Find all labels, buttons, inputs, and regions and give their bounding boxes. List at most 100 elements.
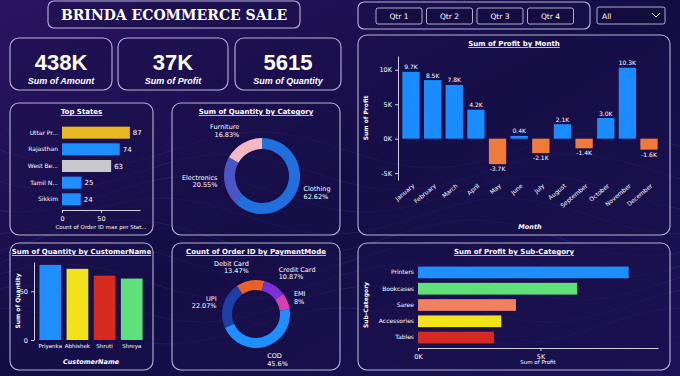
data-label: 10.3K (619, 59, 637, 66)
tick-label: September (559, 182, 590, 210)
slice-value: 16.83% (215, 131, 240, 139)
tick: 50 (97, 210, 105, 223)
dashboard-title: BRINDA ECOMMERCE SALE (61, 7, 287, 23)
category-axis: JanuaryFebruaryMarchAprilMayJuneJulyAugu… (393, 182, 654, 210)
tick-mark (31, 291, 34, 292)
tick-mark (395, 139, 398, 140)
tick-label: 10K (379, 66, 392, 74)
tick-label: Rajasthan (28, 145, 58, 153)
tick-label: December (625, 182, 654, 208)
tick: Sikkim (38, 195, 58, 202)
quarter-button[interactable] (376, 8, 422, 24)
tick-label: 0K (414, 353, 423, 361)
kpi-card (118, 38, 228, 90)
kpi-label: Sum of Amount (28, 76, 96, 86)
bar (467, 110, 484, 139)
tick-label: April (466, 182, 482, 197)
tick: April (466, 182, 482, 197)
slice-value: 62.62% (304, 193, 329, 201)
tick: 0K (384, 135, 398, 143)
tick-label: Bookcases (382, 285, 414, 292)
chart-panel (10, 103, 153, 235)
data-label: -3.7K (490, 165, 507, 172)
tick: 0 (60, 210, 64, 223)
tick-label: Printers (391, 268, 414, 275)
tick-label: 5K (384, 101, 393, 109)
data-label: -1.4K (576, 149, 593, 156)
data-label: 9.7K (404, 63, 419, 70)
tick-mark (101, 210, 102, 213)
tick: Tamil N... (29, 179, 58, 186)
category-axis: PrintersBookcasesSareeAccessoriesTables (379, 268, 414, 340)
tick: 0K (414, 348, 423, 361)
bar (575, 139, 592, 149)
bar (62, 193, 81, 205)
slice-value: 20.55% (193, 181, 218, 189)
dropdown-chevron[interactable] (652, 13, 660, 17)
dashboard: BRINDA ECOMMERCE SALEQtr 1Qtr 2Qtr 3Qtr … (0, 0, 680, 376)
value-axis: 0 50 (60, 210, 140, 223)
quarter-button[interactable] (427, 8, 473, 24)
tick: Saree (397, 301, 415, 308)
data-label: -2.1K (533, 154, 550, 161)
tick: July (532, 182, 547, 196)
bar (511, 136, 528, 139)
bar (62, 177, 82, 189)
tick: Accessories (379, 317, 414, 324)
quarter-button[interactable] (477, 8, 523, 24)
value-axis: -5K0K5K10K (379, 57, 398, 181)
tick: 5K (384, 101, 398, 109)
data-label: 8.5K (426, 72, 441, 79)
tick: September (559, 182, 590, 210)
chart-title: Sum of Quantity by Category (199, 108, 314, 116)
chart-panel (358, 35, 670, 235)
data-label: 4.2K (469, 101, 484, 108)
slice (225, 309, 290, 348)
bar (62, 160, 111, 172)
chart-title: Sum of Profit by Sub-Category (454, 248, 575, 256)
slice (275, 294, 289, 311)
bar (532, 139, 549, 153)
axis-line (34, 263, 35, 341)
data-label: 7.8K (448, 76, 463, 83)
tick: May (488, 182, 503, 196)
quarter-button[interactable] (528, 8, 574, 24)
quarter-label: Qtr 1 (389, 12, 408, 21)
tick-label: Shruti (96, 343, 113, 349)
tick-mark (395, 70, 398, 71)
tick: 0 (24, 337, 34, 345)
chart-panel (358, 243, 670, 370)
quarter-label: Qtr 4 (541, 12, 560, 21)
background (0, 0, 680, 376)
tick-label: 0 (24, 337, 28, 345)
kpi-card (10, 38, 112, 90)
bar (619, 68, 636, 139)
tick: 50 (20, 288, 34, 296)
tick: 10K (379, 66, 398, 74)
axis-title: Month (518, 223, 542, 231)
kpi-value: 438K (35, 50, 88, 75)
kpi-label: Sum of Quantity (253, 76, 323, 86)
tick-label: Uttar Pr... (30, 129, 58, 136)
chart-panel (172, 243, 340, 370)
tick-label: June (509, 182, 525, 197)
tick-mark (31, 340, 34, 341)
dropdown[interactable] (597, 7, 665, 24)
value-axis: 0 50 (20, 263, 35, 345)
tick: Printers (391, 268, 414, 275)
tick-label: Saree (397, 301, 415, 308)
tick-mark (395, 104, 398, 105)
bar (640, 139, 657, 150)
data-label: 74 (123, 146, 132, 154)
slice (224, 157, 243, 202)
slice-value: 10.87% (279, 273, 304, 281)
kpi-label: Sum of Profit (145, 76, 202, 86)
slice-value: 45.6% (267, 360, 288, 368)
tick-label: 0K (384, 135, 393, 143)
donut (222, 280, 290, 348)
kpi-card (235, 38, 341, 90)
bar (418, 299, 516, 311)
bars (39, 265, 142, 340)
data-label: 24 (84, 196, 93, 204)
bar (62, 127, 130, 139)
